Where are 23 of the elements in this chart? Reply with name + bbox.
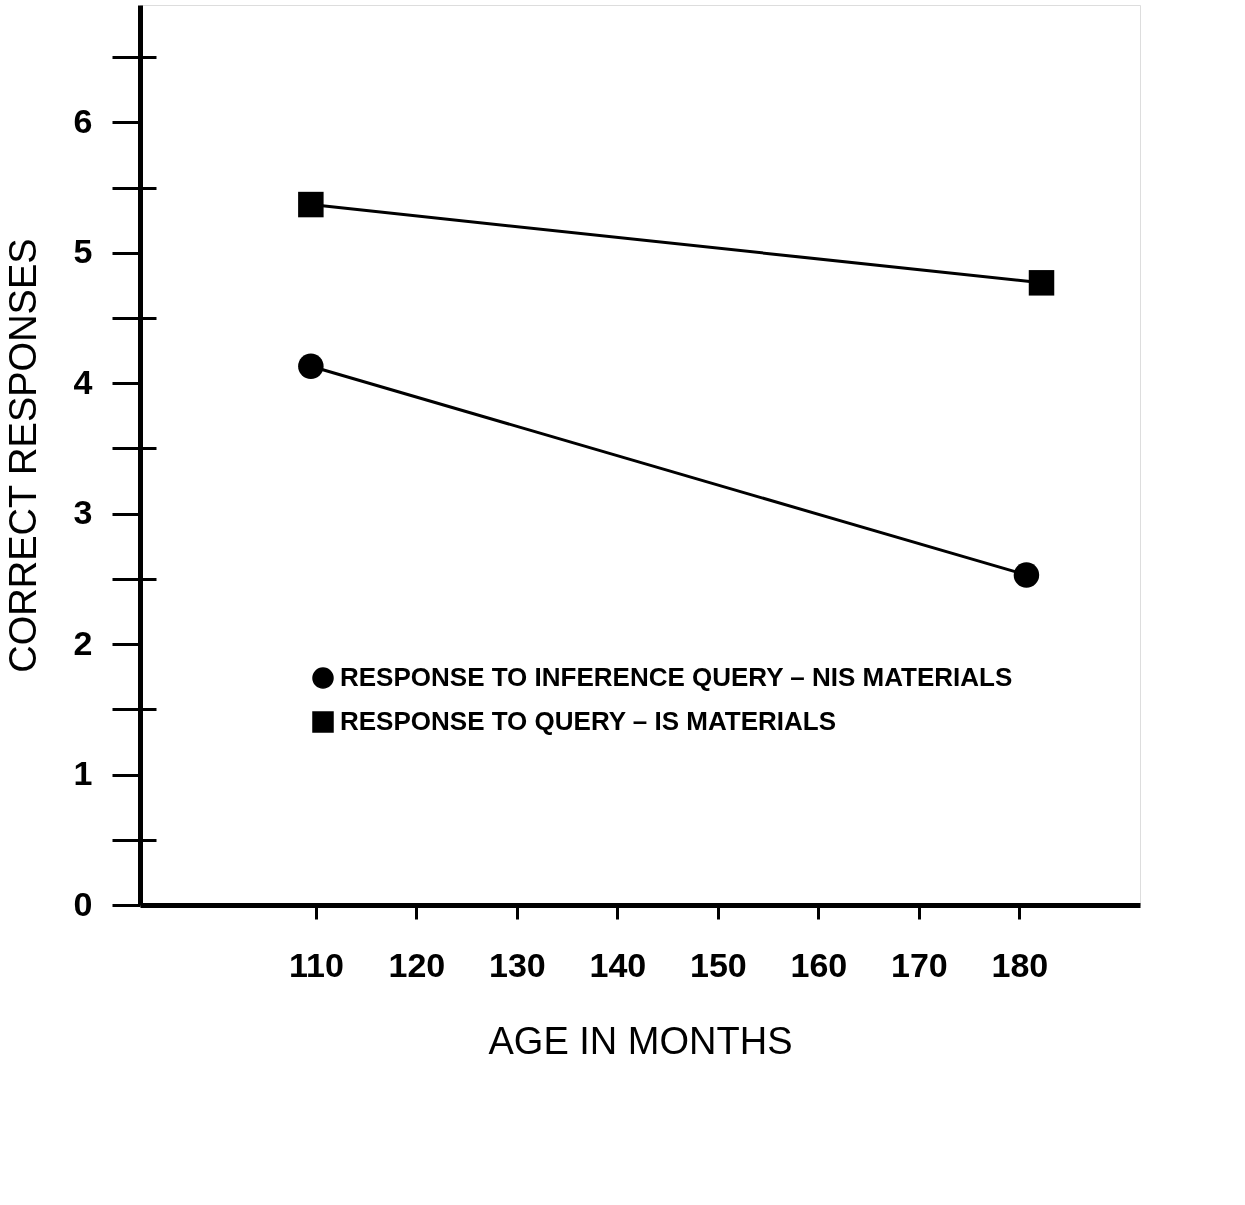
y-tick-label: 3 bbox=[73, 493, 93, 532]
x-tick-label: 140 bbox=[589, 945, 647, 984]
x-tick-label: 160 bbox=[790, 945, 848, 984]
x-tick-label: 180 bbox=[991, 945, 1049, 984]
y-tick-label: 5 bbox=[73, 232, 93, 271]
legend-label: RESPONSE TO QUERY – IS MATERIALS bbox=[340, 706, 837, 736]
y-tick-label: 4 bbox=[73, 362, 93, 401]
x-tick-label: 110 bbox=[288, 945, 344, 984]
y-tick-label: 2 bbox=[73, 623, 93, 662]
point bbox=[1013, 562, 1040, 588]
x-tick-label: 130 bbox=[489, 945, 546, 984]
y-tick-label: 6 bbox=[73, 101, 93, 140]
point bbox=[298, 191, 324, 218]
y-tick-label: 0 bbox=[73, 884, 93, 923]
point bbox=[298, 353, 324, 380]
x-tick-label: 120 bbox=[388, 945, 446, 984]
y-tick-label: 1 bbox=[73, 754, 93, 793]
x-tick-label: 150 bbox=[690, 945, 747, 984]
x-axis-title: AGE IN MONTHS bbox=[488, 1019, 793, 1062]
x-tick-label: 170 bbox=[891, 945, 948, 984]
legend-label: RESPONSE TO INFERENCE QUERY – NIS MATERIALS bbox=[340, 662, 1013, 692]
point bbox=[1028, 270, 1055, 296]
y-axis-title: CORRECT RESPONSES bbox=[1, 238, 44, 673]
